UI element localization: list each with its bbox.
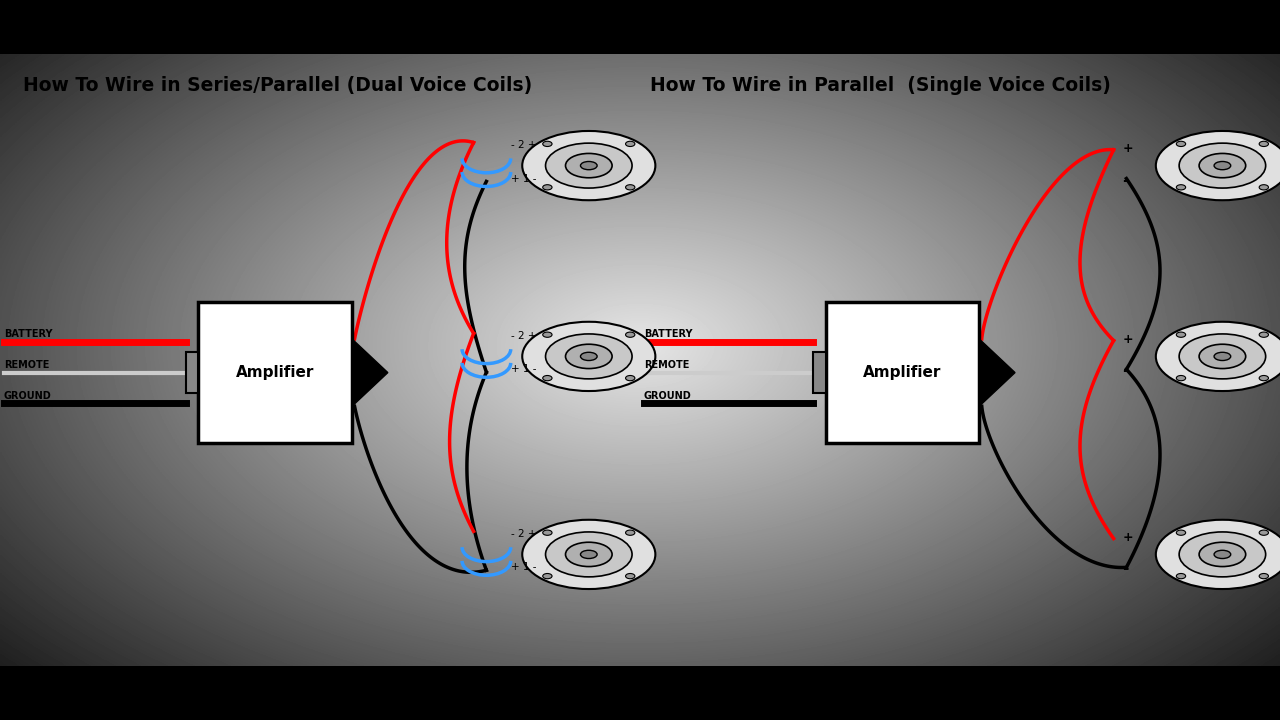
Ellipse shape [545, 143, 632, 188]
Polygon shape [352, 339, 388, 406]
Ellipse shape [1179, 143, 1266, 188]
Circle shape [1260, 530, 1268, 535]
Text: - 2 +: - 2 + [511, 140, 536, 150]
Ellipse shape [545, 532, 632, 577]
Text: + 1 -: + 1 - [511, 174, 536, 184]
Circle shape [543, 185, 552, 190]
Text: + 1 -: + 1 - [511, 562, 536, 572]
Ellipse shape [1199, 153, 1245, 178]
Circle shape [543, 574, 552, 579]
Ellipse shape [1213, 352, 1230, 361]
Circle shape [1260, 141, 1268, 146]
Circle shape [1176, 332, 1185, 337]
Text: How To Wire in Parallel  (Single Voice Coils): How To Wire in Parallel (Single Voice Co… [650, 76, 1111, 94]
Ellipse shape [522, 131, 655, 200]
Circle shape [543, 530, 552, 535]
Ellipse shape [581, 550, 598, 559]
Circle shape [1176, 530, 1185, 535]
Text: + 1 -: + 1 - [511, 364, 536, 374]
Circle shape [626, 332, 635, 337]
Text: +: + [1123, 531, 1133, 544]
Text: Amplifier: Amplifier [236, 365, 315, 380]
Ellipse shape [1213, 161, 1230, 170]
Circle shape [1176, 185, 1185, 190]
FancyBboxPatch shape [826, 302, 979, 443]
Text: -: - [1123, 173, 1129, 187]
Circle shape [626, 376, 635, 381]
Circle shape [1260, 185, 1268, 190]
Ellipse shape [1199, 344, 1245, 369]
Ellipse shape [566, 153, 612, 178]
Ellipse shape [1199, 542, 1245, 567]
Text: REMOTE: REMOTE [4, 360, 49, 370]
Circle shape [1176, 376, 1185, 381]
Ellipse shape [545, 334, 632, 379]
Ellipse shape [522, 322, 655, 391]
Text: BATTERY: BATTERY [4, 329, 52, 339]
Text: Amplifier: Amplifier [863, 365, 942, 380]
Ellipse shape [1156, 131, 1280, 200]
Ellipse shape [581, 161, 598, 170]
Ellipse shape [522, 520, 655, 589]
Ellipse shape [1156, 520, 1280, 589]
Circle shape [1176, 141, 1185, 146]
Text: -: - [1123, 562, 1129, 576]
Ellipse shape [1179, 532, 1266, 577]
Text: GROUND: GROUND [4, 391, 51, 400]
Text: -: - [1123, 364, 1129, 378]
Circle shape [626, 141, 635, 146]
Ellipse shape [1179, 334, 1266, 379]
Ellipse shape [1156, 322, 1280, 391]
Ellipse shape [566, 344, 612, 369]
Circle shape [543, 376, 552, 381]
Polygon shape [979, 339, 1015, 406]
Circle shape [1176, 574, 1185, 579]
Circle shape [626, 574, 635, 579]
Ellipse shape [581, 352, 598, 361]
Bar [186, 352, 198, 393]
Text: REMOTE: REMOTE [644, 360, 689, 370]
Bar [813, 352, 826, 393]
Text: BATTERY: BATTERY [644, 329, 692, 339]
Text: +: + [1123, 333, 1133, 346]
Circle shape [1260, 574, 1268, 579]
Circle shape [626, 530, 635, 535]
Circle shape [626, 185, 635, 190]
Text: GROUND: GROUND [644, 391, 691, 400]
Text: - 2 +: - 2 + [511, 331, 536, 341]
Ellipse shape [566, 542, 612, 567]
Circle shape [1260, 332, 1268, 337]
FancyBboxPatch shape [198, 302, 352, 443]
Circle shape [1260, 376, 1268, 381]
Text: +: + [1123, 142, 1133, 155]
Ellipse shape [1213, 550, 1230, 559]
Circle shape [543, 332, 552, 337]
Circle shape [543, 141, 552, 146]
Text: How To Wire in Series/Parallel (Dual Voice Coils): How To Wire in Series/Parallel (Dual Voi… [23, 76, 532, 94]
Text: - 2 +: - 2 + [511, 529, 536, 539]
